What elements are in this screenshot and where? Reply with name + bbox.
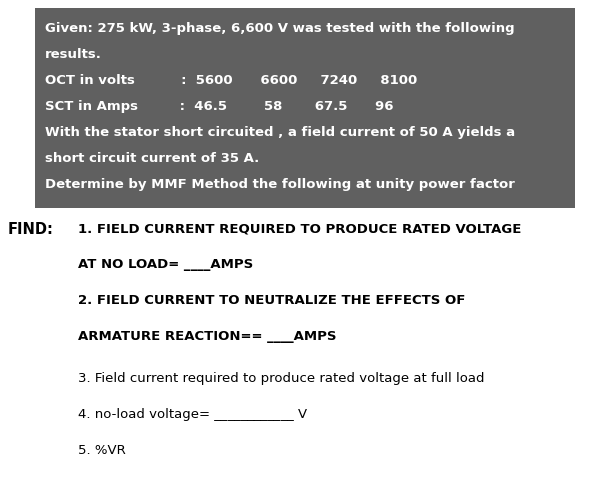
Text: 5. %VR: 5. %VR (78, 444, 126, 457)
Text: With the stator short circuited , a field current of 50 A yields a: With the stator short circuited , a fiel… (45, 126, 515, 139)
Text: 4. no-load voltage= ____________ V: 4. no-load voltage= ____________ V (78, 408, 307, 421)
Text: results.: results. (45, 48, 102, 61)
Bar (35, 8, 575, 208)
Text: SCT in Amps         :  46.5        58       67.5      96: SCT in Amps : 46.5 58 67.5 96 (45, 100, 394, 113)
Text: ARMATURE REACTION== ____AMPS: ARMATURE REACTION== ____AMPS (78, 330, 336, 343)
Text: 2. FIELD CURRENT TO NEUTRALIZE THE EFFECTS OF: 2. FIELD CURRENT TO NEUTRALIZE THE EFFEC… (78, 294, 465, 307)
Text: 1. FIELD CURRENT REQUIRED TO PRODUCE RATED VOLTAGE: 1. FIELD CURRENT REQUIRED TO PRODUCE RAT… (78, 222, 521, 235)
Text: OCT in volts          :  5600      6600     7240     8100: OCT in volts : 5600 6600 7240 8100 (45, 74, 418, 87)
Text: Determine by MMF Method the following at unity power factor: Determine by MMF Method the following at… (45, 178, 515, 191)
Text: AT NO LOAD= ____AMPS: AT NO LOAD= ____AMPS (78, 258, 253, 271)
Text: 3. Field current required to produce rated voltage at full load: 3. Field current required to produce rat… (78, 372, 484, 385)
Text: Given: 275 kW, 3-phase, 6,600 V was tested with the following: Given: 275 kW, 3-phase, 6,600 V was test… (45, 22, 515, 35)
Text: short circuit current of 35 A.: short circuit current of 35 A. (45, 152, 259, 165)
Text: FIND:: FIND: (8, 222, 54, 237)
